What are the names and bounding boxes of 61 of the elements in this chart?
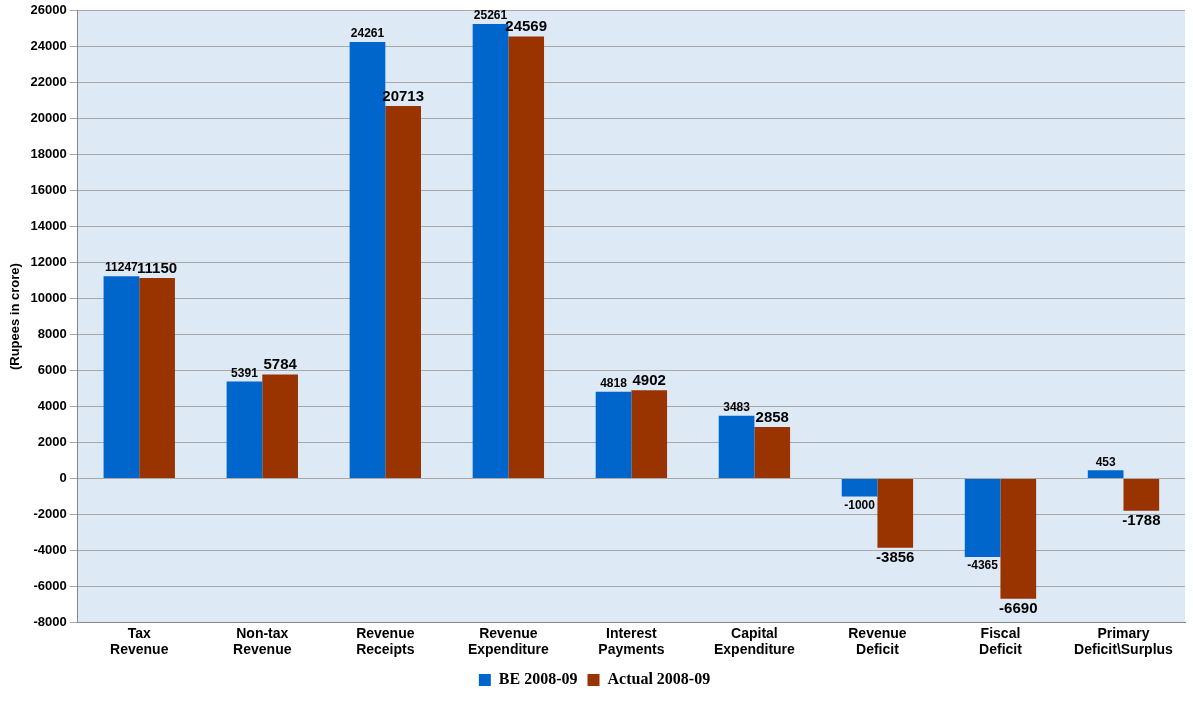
- legend-label: BE 2008-09: [498, 670, 578, 688]
- y-tick-label: 8000: [37, 326, 67, 342]
- data-label: 4818: [600, 376, 628, 391]
- data-label: 5784: [263, 355, 298, 373]
- data-label: -6690: [999, 599, 1038, 617]
- bar: [385, 105, 421, 478]
- bar: [262, 374, 298, 478]
- y-tick-label: 12000: [30, 254, 67, 270]
- y-tick-label: 22000: [30, 74, 67, 90]
- y-tick-label: 24000: [30, 38, 67, 54]
- x-tick-label: Interest Payments: [598, 624, 665, 658]
- x-tick-label: Non-tax Revenue: [233, 624, 292, 658]
- y-tick-label: 26000: [30, 2, 67, 18]
- y-tick-label: 6000: [37, 362, 67, 378]
- bar: [718, 415, 755, 478]
- data-label: 5391: [231, 365, 259, 380]
- x-tick-label: Primary Deficit\Surplus: [1074, 624, 1174, 658]
- bar: [964, 478, 1001, 558]
- x-tick-label: Tax Revenue: [110, 624, 169, 658]
- x-tick-label: Revenue Deficit: [848, 624, 907, 658]
- bar: [1087, 470, 1124, 478]
- bar: [754, 427, 791, 478]
- y-tick-label: -2000: [33, 506, 67, 522]
- y-tick-label: 14000: [30, 218, 67, 234]
- x-tick-label: Capital Expenditure: [713, 624, 796, 658]
- data-label: 3483: [723, 400, 751, 415]
- y-tick-label: 10000: [30, 290, 67, 306]
- bar: [1123, 478, 1160, 511]
- y-tick-label: 4000: [37, 398, 67, 414]
- bar: [841, 478, 878, 497]
- bar: [103, 276, 140, 478]
- data-label: -1788: [1122, 511, 1161, 529]
- x-tick-label: Revenue Expenditure: [467, 624, 550, 658]
- x-tick-label: Revenue Receipts: [356, 624, 415, 658]
- data-label: 11150: [137, 258, 178, 276]
- y-tick-label: 0: [59, 470, 67, 486]
- data-label: 2858: [755, 407, 789, 425]
- legend-label: Actual 2008-09: [607, 670, 711, 688]
- y-tick-label: 16000: [30, 182, 67, 198]
- y-tick-label: 2000: [37, 434, 67, 450]
- y-tick-label: -4000: [33, 542, 67, 558]
- data-label: 24261: [350, 26, 385, 41]
- bar: [1000, 478, 1037, 599]
- bar: [595, 391, 632, 478]
- data-label: -4365: [967, 558, 999, 573]
- data-label: -3856: [876, 548, 915, 566]
- y-tick-label: 18000: [30, 146, 67, 162]
- y-axis-title: (Rupees in crore): [7, 263, 23, 371]
- bar: [631, 390, 668, 478]
- x-tick-label: Fiscal Deficit: [979, 624, 1023, 658]
- bar: [139, 277, 175, 478]
- bar: [226, 381, 263, 478]
- bar: [877, 478, 914, 548]
- data-label: 4902: [632, 370, 666, 388]
- bar: [508, 36, 545, 478]
- y-tick-label: 20000: [30, 110, 67, 126]
- data-label: 11247: [105, 260, 139, 275]
- y-tick-label: -8000: [33, 613, 67, 629]
- y-tick-label: -6000: [33, 578, 67, 593]
- data-label: -1000: [844, 497, 876, 512]
- data-label: 453: [1095, 454, 1116, 469]
